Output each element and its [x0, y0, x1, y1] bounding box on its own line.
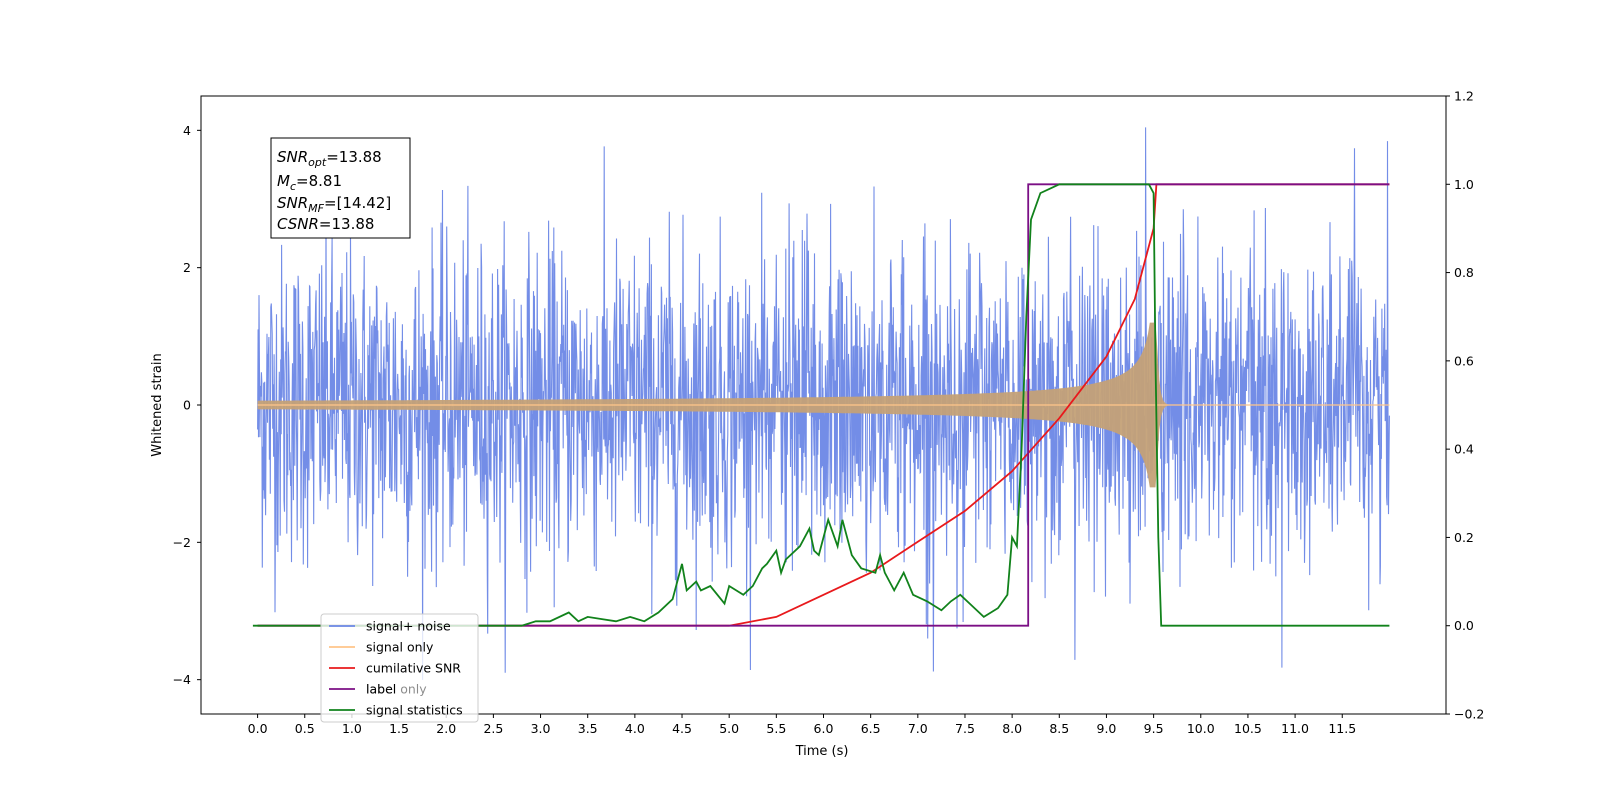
legend-label: signal only	[366, 640, 434, 655]
x-tick-label: 6.5	[861, 721, 881, 736]
x-tick-label: 7.5	[955, 721, 975, 736]
legend: signal+ noise signal only cumilative SNR la…	[320, 613, 479, 723]
legend-label-hidden: label only	[366, 682, 427, 697]
y-axis-label: Whitened strain	[150, 353, 165, 456]
y-tick-label: −2	[173, 535, 191, 550]
series-label	[257, 183, 1390, 627]
x-tick-label: 0.5	[295, 721, 315, 736]
y2-tick-label: 0.6	[1454, 353, 1474, 368]
x-tick-label: 8.0	[1002, 721, 1022, 736]
x-tick-label: 9.5	[1144, 721, 1164, 736]
x-tick-label: 11.0	[1281, 721, 1309, 736]
annotation-box: SNRopt=13.88 Mc=8.81 SNRMF=[14.42] CSNR=…	[270, 137, 411, 239]
y2-tick-label: 1.2	[1454, 89, 1474, 104]
legend-label: signal+ noise	[366, 619, 451, 634]
x-tick-label: 10.0	[1187, 721, 1215, 736]
x-tick-label: 8.5	[1049, 721, 1069, 736]
x-tick-label: 4.5	[672, 721, 692, 736]
y-tick-label: 2	[183, 260, 191, 275]
y2-tick-label: −0.2	[1454, 707, 1484, 722]
plot-area	[252, 127, 1390, 680]
x-tick-label: 1.5	[389, 721, 409, 736]
x-tick-label: 5.0	[719, 721, 739, 736]
y-tick-label: −4	[173, 672, 191, 687]
x-axis-label: Time (s)	[795, 744, 849, 759]
legend-label: cumilative SNR	[366, 661, 461, 676]
y2-tick-label: 0.0	[1454, 618, 1474, 633]
x-tick-label: 11.5	[1328, 721, 1356, 736]
x-tick-label: 9.0	[1097, 721, 1117, 736]
x-tick-label: 10.5	[1234, 721, 1262, 736]
legend-label: label	[366, 682, 396, 697]
axes: 0.0 0.5 1.0 1.5 2.0 2.5 3.0 3.5 4.0 4.5 5.0 5.5 6.0 6…	[173, 89, 1485, 737]
series-signal-statistics	[252, 183, 1390, 627]
x-tick-label: 3.5	[578, 721, 598, 736]
series-cumilative-snr	[257, 183, 1390, 627]
x-tick-label: 3.0	[531, 721, 551, 736]
x-tick-label: 2.0	[436, 721, 456, 736]
x-tick-label: 2.5	[483, 721, 503, 736]
x-tick-label: 7.0	[908, 721, 928, 736]
y-tick-label: 4	[183, 123, 191, 138]
legend-box	[320, 613, 479, 723]
annotation-csnr: CSNR=13.88	[277, 215, 374, 233]
y2-tick-label: 0.8	[1454, 265, 1474, 280]
y2-tick-label: 1.0	[1454, 177, 1474, 192]
y2-tick-label: 0.4	[1454, 442, 1474, 457]
annotation-mc: Mc=8.81	[277, 172, 342, 193]
x-tick-label: 4.0	[625, 721, 645, 736]
y-tick-label: 0	[183, 398, 191, 413]
annotation-snr-mf: SNRMF=[14.42]	[277, 194, 391, 215]
x-tick-label: 1.0	[342, 721, 362, 736]
x-tick-label: 5.5	[766, 721, 786, 736]
x-tick-label: 6.0	[814, 721, 834, 736]
annotation-snr-opt: SNRopt=13.88	[277, 148, 382, 169]
y2-tick-label: 0.2	[1454, 530, 1474, 545]
x-tick-label: 0.0	[248, 721, 268, 736]
legend-label: signal statistics	[366, 703, 463, 718]
